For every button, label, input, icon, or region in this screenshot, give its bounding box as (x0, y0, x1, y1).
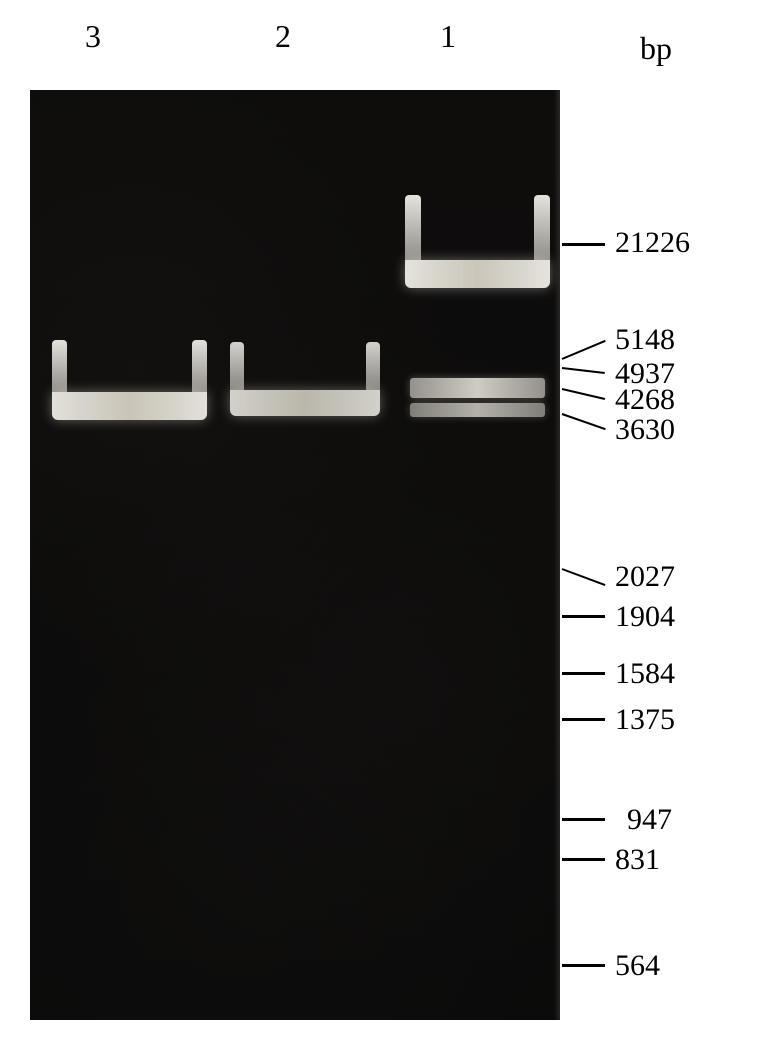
lane-label-3: 3 (85, 18, 101, 55)
gel-band-lane-2 (230, 342, 380, 416)
gel-band-lane-1 (410, 403, 545, 417)
gel-image (30, 90, 560, 1020)
marker-leader (562, 388, 605, 400)
lane-label-1: 1 (440, 18, 456, 55)
bp-unit-label: bp (640, 30, 672, 67)
marker-label-4268: 4268 (615, 383, 675, 417)
gel-band-lane-1 (410, 378, 545, 398)
marker-tick (562, 718, 605, 721)
marker-label-1375: 1375 (615, 703, 675, 737)
marker-tick (562, 964, 605, 967)
marker-label-564: 564 (615, 949, 660, 983)
gel-edge-highlight (554, 90, 560, 1020)
marker-leader (562, 413, 606, 430)
marker-label-831: 831 (615, 843, 660, 877)
marker-leader (562, 367, 605, 374)
marker-tick (562, 615, 605, 618)
marker-leader (562, 568, 606, 586)
marker-tick (562, 672, 605, 675)
marker-label-5148: 5148 (615, 323, 675, 357)
marker-label-21226: 21226 (615, 226, 690, 260)
marker-label-1904: 1904 (615, 600, 675, 634)
marker-tick (562, 243, 605, 246)
gel-figure: 3 2 1 bp 2122651484937426836302027190415… (0, 0, 759, 1043)
marker-label-3630: 3630 (615, 413, 675, 447)
marker-tick (562, 818, 605, 821)
gel-band-lane-1 (405, 195, 550, 288)
marker-leader (562, 340, 606, 360)
marker-label-1584: 1584 (615, 657, 675, 691)
marker-label-947: 947 (627, 803, 672, 837)
marker-label-2027: 2027 (615, 560, 675, 594)
gel-band-lane-3 (52, 340, 207, 420)
lane-label-2: 2 (275, 18, 291, 55)
marker-tick (562, 858, 605, 861)
